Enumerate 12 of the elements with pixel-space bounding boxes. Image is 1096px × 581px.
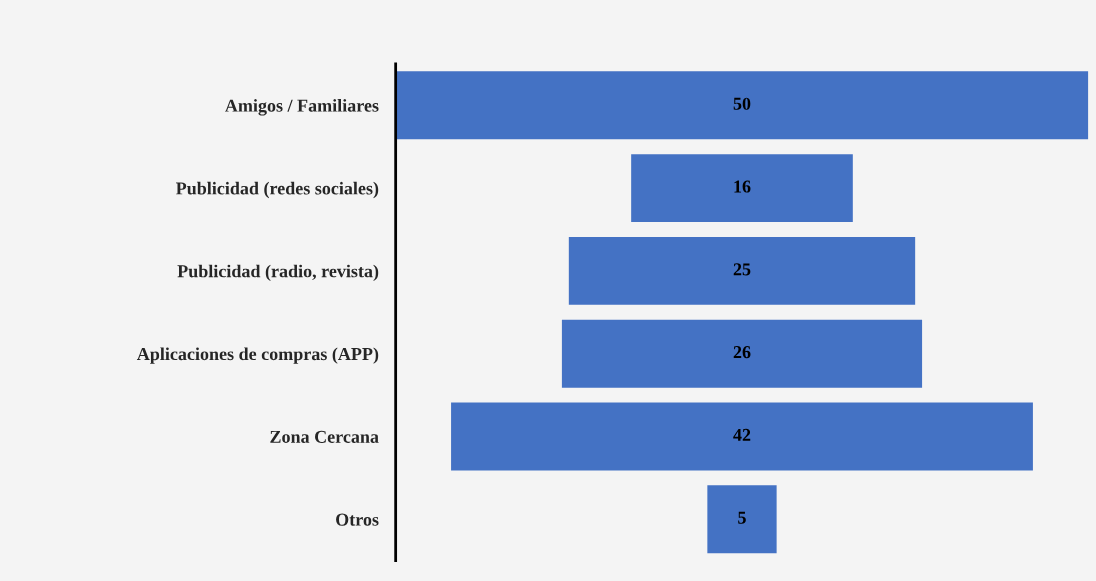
category-label: Otros bbox=[336, 513, 379, 526]
data-label: 16 bbox=[734, 180, 751, 193]
data-label: 26 bbox=[733, 346, 751, 359]
category-label: Amigos / Familiares bbox=[225, 99, 379, 116]
data-label: 5 bbox=[738, 511, 746, 524]
category-label: Zona Cercana bbox=[270, 430, 379, 443]
category-label: Publicidad (redes sociales) bbox=[175, 181, 379, 199]
data-label: 25 bbox=[733, 263, 751, 276]
data-label: 50 bbox=[733, 97, 751, 110]
category-label: Publicidad (radio, revista) bbox=[177, 264, 379, 281]
category-label: Aplicaciones de compras (APP) bbox=[136, 347, 379, 364]
data-label: 42 bbox=[733, 428, 751, 441]
